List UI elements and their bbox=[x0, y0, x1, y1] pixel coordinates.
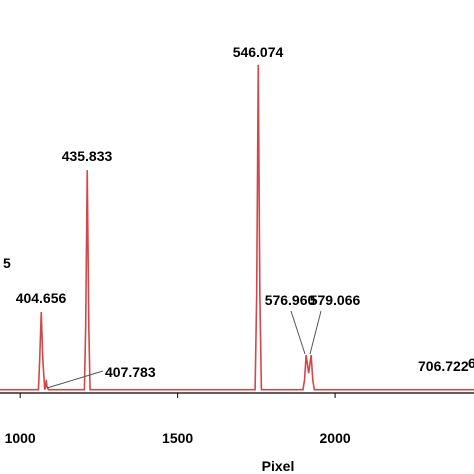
peak-label: 576.960 bbox=[265, 292, 316, 308]
peak-label: 706.722 bbox=[418, 358, 469, 374]
peak-label: 5 bbox=[3, 255, 11, 271]
x-tick-label: 1000 bbox=[5, 430, 36, 446]
leader-line bbox=[309, 310, 322, 355]
spectrum-line bbox=[0, 64, 474, 391]
peak-label: 407.783 bbox=[105, 364, 156, 380]
peak-label: 546.074 bbox=[233, 44, 284, 60]
peak-label: 6 bbox=[468, 355, 474, 371]
x-axis-label: Pixel bbox=[262, 458, 295, 474]
peak-label: 404.656 bbox=[16, 290, 67, 306]
x-tick-label: 2000 bbox=[320, 430, 351, 446]
leader-line bbox=[290, 310, 306, 355]
peak-label: 579.066 bbox=[310, 292, 361, 308]
x-tick-label: 1500 bbox=[162, 430, 193, 446]
leader-line bbox=[46, 370, 104, 389]
peak-label: 435.833 bbox=[62, 148, 113, 164]
